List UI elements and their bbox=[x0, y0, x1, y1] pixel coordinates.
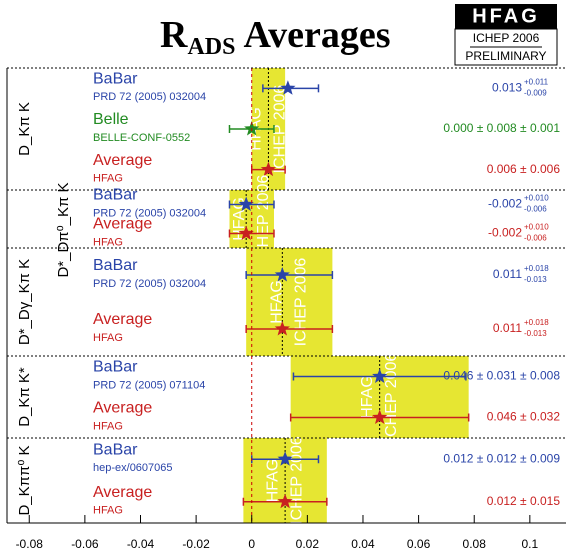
entry-name: BaBar bbox=[93, 359, 138, 376]
entry-name: Average bbox=[93, 400, 152, 417]
x-tick-label: 0.1 bbox=[522, 537, 539, 551]
watermark: ICHEP 2006 bbox=[292, 258, 309, 347]
entry-name: Average bbox=[93, 311, 152, 328]
err-plus-label: +0.010 bbox=[524, 194, 549, 203]
watermark: ICHEP 2006 bbox=[272, 85, 289, 174]
x-tick-label: -0.04 bbox=[127, 537, 155, 551]
watermark: ICHEP 2006 bbox=[383, 353, 400, 442]
value-label: 0.011 bbox=[493, 321, 522, 335]
err-plus-label: +0.018 bbox=[524, 264, 549, 273]
value-label: 0.013 bbox=[492, 81, 522, 95]
marker bbox=[238, 196, 254, 211]
value-label: 0.046 ± 0.032 bbox=[487, 410, 561, 424]
entry-name: Belle bbox=[93, 111, 129, 128]
err-minus-label: -0.006 bbox=[524, 205, 547, 214]
err-minus-label: -0.006 bbox=[524, 234, 547, 243]
entry-ref: HFAG bbox=[93, 420, 123, 432]
group-label: D_Kπ K bbox=[16, 102, 33, 156]
watermark: HFAG bbox=[359, 375, 376, 419]
logo-name: HFAG bbox=[472, 5, 540, 27]
err-plus-label: +0.011 bbox=[524, 77, 549, 86]
value-label: -0.002 bbox=[488, 197, 522, 211]
group-label: D*_Dγ_Kπ K bbox=[16, 259, 33, 345]
value-label: 0.046 ± 0.031 ± 0.008 bbox=[443, 369, 560, 383]
value-label: 0.011 bbox=[493, 267, 522, 281]
entry-name: Average bbox=[93, 152, 152, 169]
group-label: D*_Dπ⁰_Kπ K bbox=[55, 182, 72, 277]
x-tick-label: -0.06 bbox=[71, 537, 99, 551]
logo-event: ICHEP 2006 bbox=[473, 31, 540, 45]
value-label: 0.000 ± 0.008 ± 0.001 bbox=[443, 121, 560, 135]
marker bbox=[372, 409, 388, 424]
logo-status: PRELIMINARY bbox=[465, 49, 546, 63]
value-label: 0.012 ± 0.015 bbox=[487, 494, 561, 508]
entry-ref: PRD 72 (2005) 032004 bbox=[93, 278, 206, 290]
err-plus-label: +0.018 bbox=[524, 318, 549, 327]
watermark: HFAG bbox=[268, 280, 285, 324]
entry-ref: PRD 72 (2005) 032004 bbox=[93, 207, 206, 219]
err-plus-label: +0.010 bbox=[524, 223, 549, 232]
marker bbox=[277, 451, 293, 466]
entry-ref: PRD 72 (2005) 071104 bbox=[93, 379, 205, 391]
entry-ref: hep-ex/0607065 bbox=[93, 462, 173, 474]
average-band bbox=[246, 248, 333, 356]
chart-title: RADS Averages bbox=[160, 14, 390, 60]
entry-ref: HFAG bbox=[93, 505, 123, 517]
entry-name: Average bbox=[93, 484, 152, 501]
err-minus-label: -0.013 bbox=[524, 275, 547, 284]
entry-ref: HFAG bbox=[93, 332, 123, 344]
entry-ref: PRD 72 (2005) 032004 bbox=[93, 91, 206, 103]
err-minus-label: -0.009 bbox=[524, 88, 547, 97]
title-rest: Averages bbox=[243, 14, 390, 56]
x-tick-label: 0.06 bbox=[407, 537, 431, 551]
entry-name: BaBar bbox=[93, 187, 138, 204]
marker bbox=[274, 321, 290, 336]
entry-ref: HFAG bbox=[93, 173, 123, 185]
marker bbox=[277, 493, 293, 509]
x-tick-label: 0.04 bbox=[351, 537, 375, 551]
entry-name: Average bbox=[93, 216, 152, 233]
entry-ref: BELLE-CONF-0552 bbox=[93, 132, 190, 144]
logo-bg bbox=[455, 4, 557, 29]
title-main: R bbox=[160, 14, 188, 56]
x-tick-label: 0.08 bbox=[463, 537, 487, 551]
watermark: HFAG bbox=[264, 459, 281, 503]
x-tick-label: 0.02 bbox=[296, 537, 320, 551]
marker bbox=[274, 267, 290, 282]
group-label: D_Kπ K* bbox=[16, 367, 33, 427]
watermark: ICHEP 2006 bbox=[288, 436, 305, 525]
title-sub: ADS bbox=[187, 34, 235, 60]
group-label: D_Kππ⁰ K bbox=[16, 445, 33, 515]
marker bbox=[260, 161, 276, 177]
marker bbox=[238, 225, 254, 240]
entry-ref: HFAG bbox=[93, 236, 123, 248]
entry-name: BaBar bbox=[93, 257, 138, 274]
marker bbox=[372, 368, 388, 383]
x-tick-label: -0.08 bbox=[16, 537, 44, 551]
x-tick-label: 0 bbox=[248, 537, 255, 551]
marker bbox=[280, 80, 296, 95]
err-minus-label: -0.013 bbox=[524, 329, 547, 338]
value-label: -0.002 bbox=[488, 226, 522, 240]
watermark: ICHEP 2006 bbox=[255, 175, 272, 264]
value-label: 0.006 ± 0.006 bbox=[487, 162, 561, 176]
entry-name: BaBar bbox=[93, 441, 138, 458]
x-tick-label: -0.02 bbox=[182, 537, 210, 551]
value-label: 0.012 ± 0.012 ± 0.009 bbox=[443, 451, 560, 465]
entry-name: BaBar bbox=[93, 71, 138, 88]
